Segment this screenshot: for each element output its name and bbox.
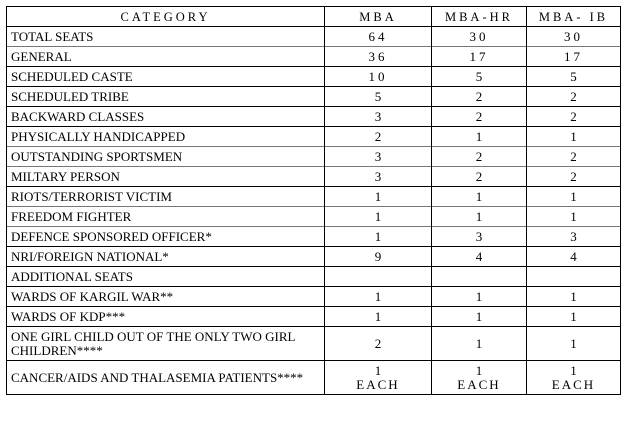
- cell-mba-ib: 1: [526, 186, 621, 207]
- row-category: SCHEDULED TRIBE: [6, 86, 325, 107]
- cell-mba-ib: 17: [526, 46, 621, 67]
- cell-mba-hr: 1: [431, 286, 527, 307]
- cell-mba: 1: [324, 186, 432, 207]
- seat-table: CATEGORY MBA MBA-HR MBA- IB TOTAL SEATS …: [6, 6, 621, 395]
- row-category: CANCER/AIDS AND THALASEMIA PATIENTS****: [6, 360, 325, 395]
- cell-mba-hr: 17: [431, 46, 527, 67]
- cell-mba-ib: 1: [526, 126, 621, 147]
- table-row: CANCER/AIDS AND THALASEMIA PATIENTS**** …: [6, 360, 621, 395]
- cell-mba-hr: 1: [431, 186, 527, 207]
- cell-mba: 1: [324, 206, 432, 227]
- header-mba-hr: MBA-HR: [431, 6, 527, 27]
- cell-mba-ib: 5: [526, 66, 621, 87]
- cell-mba-hr: 2: [431, 86, 527, 107]
- cell-mba: 3: [324, 166, 432, 187]
- each-note: EACH: [356, 376, 400, 392]
- row-category: FREEDOM FIGHTER: [6, 206, 325, 227]
- row-category: WARDS OF KDP***: [6, 306, 325, 327]
- cell-mba: 1 EACH: [324, 360, 432, 395]
- cell-mba: 64: [324, 26, 432, 47]
- cell-mba-ib: 1: [526, 286, 621, 307]
- each-note: EACH: [551, 376, 596, 392]
- cell-mba-hr: 1: [431, 206, 527, 227]
- cell-mba-ib: 3: [526, 226, 621, 247]
- cell-mba: 3: [324, 106, 432, 127]
- cell-mba: 10: [324, 66, 432, 87]
- table-row: ONE GIRL CHILD OUT OF THE ONLY TWO GIRL …: [6, 326, 621, 361]
- cell-mba-hr: 5: [431, 66, 527, 87]
- cell-mba-hr: 1 EACH: [431, 360, 527, 395]
- table-row: MILTARY PERSON 3 2 2: [6, 166, 621, 187]
- cell-mba: 9: [324, 246, 432, 267]
- row-category: DEFENCE SPONSORED OFFICER*: [6, 226, 325, 247]
- row-category: NRI/FOREIGN NATIONAL*: [6, 246, 325, 267]
- cell-mba-hr: [431, 266, 527, 287]
- row-category: ONE GIRL CHILD OUT OF THE ONLY TWO GIRL …: [6, 326, 325, 361]
- cell-mba: 36: [324, 46, 432, 67]
- cell-mba-hr: 4: [431, 246, 527, 267]
- cell-mba: 2: [324, 126, 432, 147]
- cell-mba: [324, 266, 432, 287]
- header-mba: MBA: [324, 6, 432, 27]
- row-category: ADDITIONAL SEATS: [6, 266, 325, 287]
- cell-mba-ib: 4: [526, 246, 621, 267]
- table-row: DEFENCE SPONSORED OFFICER* 1 3 3: [6, 226, 621, 247]
- cell-mba-ib: 2: [526, 106, 621, 127]
- cell-mba-hr: 2: [431, 146, 527, 167]
- row-category: RIOTS/TERRORIST VICTIM: [6, 186, 325, 207]
- cell-mba-ib: 1: [526, 326, 621, 361]
- table-row: BACKWARD CLASSES 3 2 2: [6, 106, 621, 127]
- row-category: PHYSICALLY HANDICAPPED: [6, 126, 325, 147]
- header-mba-ib: MBA- IB: [526, 6, 621, 27]
- table-row: SCHEDULED TRIBE 5 2 2: [6, 86, 621, 107]
- table-row: RIOTS/TERRORIST VICTIM 1 1 1: [6, 186, 621, 207]
- cell-mba-ib: 2: [526, 86, 621, 107]
- row-category: WARDS OF KARGIL WAR**: [6, 286, 325, 307]
- cell-mba-ib: 2: [526, 166, 621, 187]
- cell-mba-hr: 3: [431, 226, 527, 247]
- cell-mba-ib: [526, 266, 621, 287]
- row-category: BACKWARD CLASSES: [6, 106, 325, 127]
- table-row: SCHEDULED CASTE 10 5 5: [6, 66, 621, 87]
- row-category: SCHEDULED CASTE: [6, 66, 325, 87]
- cell-mba-ib: 30: [526, 26, 621, 47]
- value: 1: [374, 362, 382, 378]
- cell-mba-ib: 2: [526, 146, 621, 167]
- table-row: NRI/FOREIGN NATIONAL* 9 4 4: [6, 246, 621, 267]
- table-header-row: CATEGORY MBA MBA-HR MBA- IB: [6, 6, 621, 27]
- table-row: WARDS OF KARGIL WAR** 1 1 1: [6, 286, 621, 307]
- row-category: GENERAL: [6, 46, 325, 67]
- cell-mba-ib: 1 EACH: [526, 360, 621, 395]
- table-row: TOTAL SEATS 64 30 30: [6, 26, 621, 47]
- cell-mba-hr: 1: [431, 126, 527, 147]
- table-row: GENERAL 36 17 17: [6, 46, 621, 67]
- table-row: FREEDOM FIGHTER 1 1 1: [6, 206, 621, 227]
- cell-mba: 1: [324, 306, 432, 327]
- value: 1: [570, 362, 577, 378]
- seat-matrix: CATEGORY MBA MBA-HR MBA- IB TOTAL SEATS …: [6, 6, 621, 395]
- table-row: PHYSICALLY HANDICAPPED 2 1 1: [6, 126, 621, 147]
- cell-mba-hr: 1: [431, 306, 527, 327]
- cell-mba-hr: 30: [431, 26, 527, 47]
- cell-mba-hr: 2: [431, 166, 527, 187]
- cell-mba-hr: 1: [431, 326, 527, 361]
- cell-mba: 3: [324, 146, 432, 167]
- row-category: OUTSTANDING SPORTSMEN: [6, 146, 325, 167]
- value: 1: [475, 362, 483, 378]
- table-row: ADDITIONAL SEATS: [6, 266, 621, 287]
- cell-mba-hr: 2: [431, 106, 527, 127]
- each-note: EACH: [457, 376, 501, 392]
- table-row: OUTSTANDING SPORTSMEN 3 2 2: [6, 146, 621, 167]
- table-row: WARDS OF KDP*** 1 1 1: [6, 306, 621, 327]
- cell-mba-ib: 1: [526, 206, 621, 227]
- cell-mba: 1: [324, 226, 432, 247]
- row-category: TOTAL SEATS: [6, 26, 325, 47]
- cell-mba: 1: [324, 286, 432, 307]
- cell-mba-ib: 1: [526, 306, 621, 327]
- cell-mba: 5: [324, 86, 432, 107]
- row-category: MILTARY PERSON: [6, 166, 325, 187]
- cell-mba: 2: [324, 326, 432, 361]
- header-category: CATEGORY: [6, 6, 325, 27]
